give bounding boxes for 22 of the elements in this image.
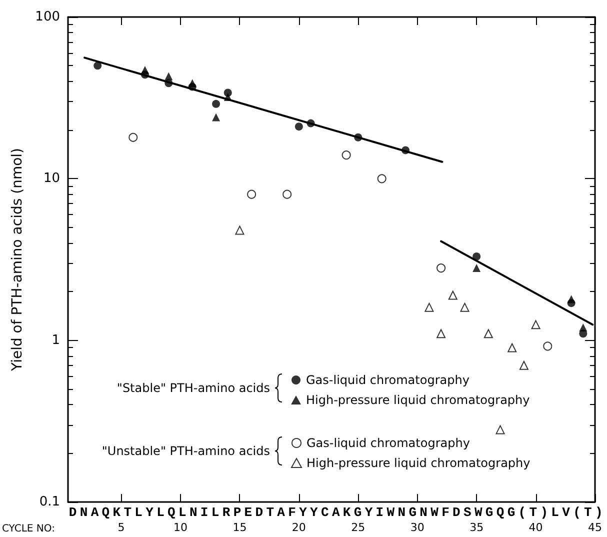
x-tick-label: 15 <box>232 521 247 534</box>
x-tick-label: 10 <box>174 521 188 534</box>
y-axis-title: Yield of PTH-amino acids (nmol) <box>9 148 26 372</box>
y-tick-label: 1 <box>52 332 60 348</box>
y-tick-label: 100 <box>35 10 60 24</box>
x-tick-label: 45 <box>588 521 602 534</box>
x-tick-label: 35 <box>470 521 484 534</box>
x-tick-label: 40 <box>528 521 543 534</box>
annotation: "Unstable" PTH-amino acids <box>102 444 270 458</box>
annotation: "Stable" PTH-amino acids <box>116 381 270 395</box>
legend-label: Gas-liquid chromatography <box>306 373 470 387</box>
x-tick-label: 5 <box>118 521 125 534</box>
x-tick-label: 30 <box>410 521 424 534</box>
y-tick-label: 0.1 <box>39 494 60 510</box>
x-axis-title: CYCLE NO: <box>2 524 55 534</box>
text: DNAQKTLYLQLNILRPEDTAFYYCAKGYIWNGNWFDSWGQG(T)LV(T) <box>68 505 606 520</box>
x-tick-label: 20 <box>292 521 306 534</box>
legend-label: Gas-liquid chromatography <box>306 436 470 450</box>
x-tick-label: 25 <box>351 521 366 534</box>
legend-label: High-pressure liquid chromatography <box>306 393 530 407</box>
y-tick-label: 10 <box>43 171 60 186</box>
legend-label: High-pressure liquid chromatography <box>306 456 530 470</box>
